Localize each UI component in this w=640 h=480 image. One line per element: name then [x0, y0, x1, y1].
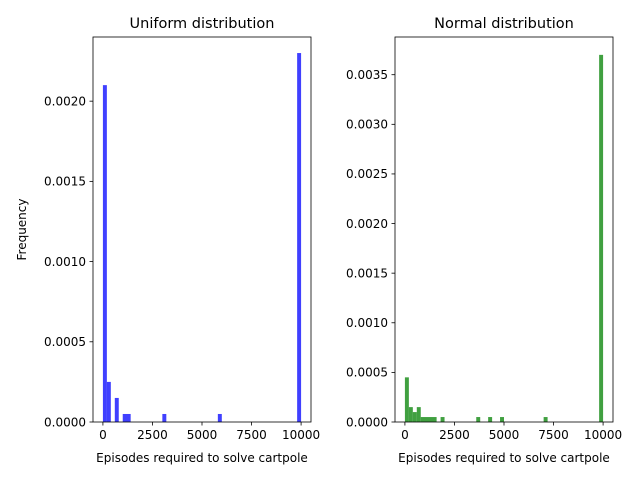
- histogram-bar: [476, 417, 481, 422]
- histogram-bar: [297, 53, 302, 422]
- x-tick-label: 2500: [439, 428, 470, 442]
- panel-2: 0 2500 5000 7500 10000 0.0000 0.0005 0.0010 0.00…: [346, 16, 622, 465]
- histogram-bar: [404, 377, 409, 422]
- x-tick-label: 10000: [282, 428, 320, 442]
- chart-title: Uniform distribution: [130, 16, 275, 32]
- histogram-bar: [102, 85, 107, 423]
- y-tick-label: 0.0010: [44, 255, 86, 269]
- histogram-bar: [122, 413, 131, 422]
- x-axis-label: Episodes required to solve cartpole: [96, 451, 308, 465]
- y-tick-label: 0.0015: [44, 175, 86, 189]
- y-tick-label: 0.0000: [44, 415, 86, 429]
- x-tick-label: 0: [99, 428, 107, 442]
- y-tick-label: 0.0020: [346, 217, 388, 231]
- panel-1: 0 2500 5000 7500 10000 0.0000 0.0005 0.0010 0.00…: [15, 16, 320, 465]
- x-axis-label: Episodes required to solve cartpole: [398, 451, 610, 465]
- histogram-bar: [217, 413, 222, 422]
- histogram-bar: [416, 407, 421, 422]
- x-tick-label: 7500: [236, 428, 267, 442]
- x-tick-label: 5000: [489, 428, 520, 442]
- histogram-bar: [412, 412, 417, 422]
- histogram-bar: [488, 417, 493, 422]
- axes-frame: [394, 36, 614, 423]
- y-tick-label: 0.0005: [44, 335, 86, 349]
- histogram-bar: [420, 417, 437, 422]
- axes-frame: [92, 36, 312, 423]
- x-tick-label: 5000: [187, 428, 218, 442]
- y-tick-label: 0.0000: [346, 415, 388, 429]
- x-tick-label: 7500: [538, 428, 569, 442]
- y-tick-label: 0.0035: [346, 68, 388, 82]
- y-tick-label: 0.0010: [346, 316, 388, 330]
- histogram-bar: [440, 417, 445, 422]
- histogram-bar: [543, 417, 548, 422]
- x-tick-label: 2500: [137, 428, 168, 442]
- chart-title: Normal distribution: [434, 16, 574, 32]
- y-tick-label: 0.0025: [346, 167, 388, 181]
- x-tick-label: 0: [401, 428, 409, 442]
- y-tick-label: 0.0030: [346, 118, 388, 132]
- y-tick-label: 0.0015: [346, 266, 388, 280]
- histogram-bar: [106, 381, 111, 422]
- histogram-bar: [599, 54, 604, 423]
- histogram-bar: [408, 407, 413, 422]
- histogram-bar: [500, 417, 504, 422]
- histogram-bar: [114, 397, 119, 422]
- y-tick-label: 0.0020: [44, 94, 86, 108]
- histogram-bar: [162, 413, 167, 422]
- y-axis-label: Frequency: [15, 199, 29, 261]
- x-tick-label: 10000: [584, 428, 622, 442]
- y-tick-label: 0.0005: [346, 366, 388, 380]
